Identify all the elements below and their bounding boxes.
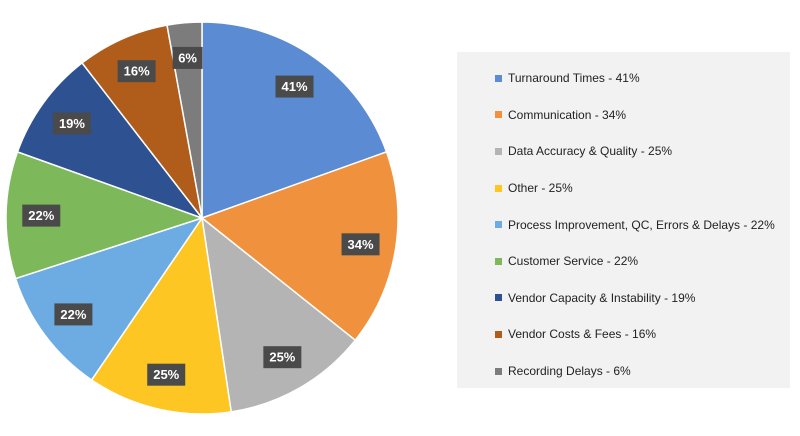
pie-slice-3 [90,215,233,415]
legend-label: Turnaround Times - 41% [508,71,640,86]
data-label-5: 22% [22,204,61,227]
data-label-box [22,204,61,227]
data-label-box [147,363,186,386]
data-label-text: 22% [28,208,54,223]
legend-label: Customer Service - 22% [508,254,639,269]
data-label-box [341,233,380,256]
legend-swatch [495,147,502,155]
legend-item-3: Other - 25% [495,170,790,207]
legend-label: Data Accuracy & Quality - 25% [508,144,673,159]
chart-legend: Turnaround Times - 41% Communication - 34… [457,52,790,388]
pie-slice-2 [200,216,357,413]
pie-slice-7 [81,24,203,219]
data-label-7: 16% [117,60,156,83]
data-label-box [52,112,91,135]
pie-data-labels: 41% 34% 25% 25% 22% 22% 19% 16% 6% [22,46,380,386]
legend-swatch [495,367,502,375]
legend-swatch [495,221,502,229]
legend-item-0: Turnaround Times - 41% [495,60,790,97]
data-label-text: 34% [348,237,374,252]
legend-label: Vendor Capacity & Instability - 19% [508,290,696,305]
pie-slice-5 [5,150,205,280]
legend-item-8: Recording Delays - 6% [495,353,790,390]
legend-item-1: Communication - 34% [495,97,790,134]
legend-label: Vendor Costs & Fees - 16% [508,327,657,342]
data-label-2: 25% [263,346,302,369]
data-label-text: 19% [59,116,85,131]
legend-swatch [495,294,502,302]
pie-slice-4 [14,216,204,381]
data-label-box [172,46,203,69]
pie-slice-1 [200,150,399,342]
legend-item-2: Data Accuracy & Quality - 25% [495,133,790,170]
pie-slice-8 [166,21,203,219]
data-label-text: 16% [124,64,150,79]
data-label-6: 19% [52,112,91,135]
data-label-1: 34% [341,233,380,256]
legend-swatch [495,184,502,192]
data-label-text: 41% [281,79,307,94]
pie-slices [5,21,399,415]
legend-label: Recording Delays - 6% [508,364,631,379]
data-label-text: 25% [269,350,295,365]
legend-item-7: Vendor Costs & Fees - 16% [495,316,790,353]
data-label-box [54,303,93,326]
data-label-4: 22% [54,303,93,326]
legend-swatch [495,74,502,82]
data-label-0: 41% [275,75,314,98]
data-label-text: 22% [60,307,86,322]
legend-label: Process Improvement, QC, Errors & Delays… [508,217,775,232]
data-label-text: 6% [178,50,197,65]
pie-slice-0 [201,21,388,220]
data-label-text: 25% [153,367,179,382]
pie-slice-6 [16,61,205,220]
data-label-box [117,60,156,83]
legend-label: Communication - 34% [508,107,627,122]
legend-swatch [495,111,502,119]
data-label-box [275,75,314,98]
legend-item-4: Process Improvement, QC, Errors & Delays… [495,206,790,243]
legend-item-5: Customer Service - 22% [495,243,790,280]
data-label-8: 6% [172,46,203,69]
data-label-3: 25% [147,363,186,386]
legend-swatch [495,257,502,265]
data-label-box [263,346,302,369]
legend-label: Other - 25% [508,181,573,196]
legend-item-6: Vendor Capacity & Instability - 19% [495,280,790,317]
legend-swatch [495,330,502,338]
